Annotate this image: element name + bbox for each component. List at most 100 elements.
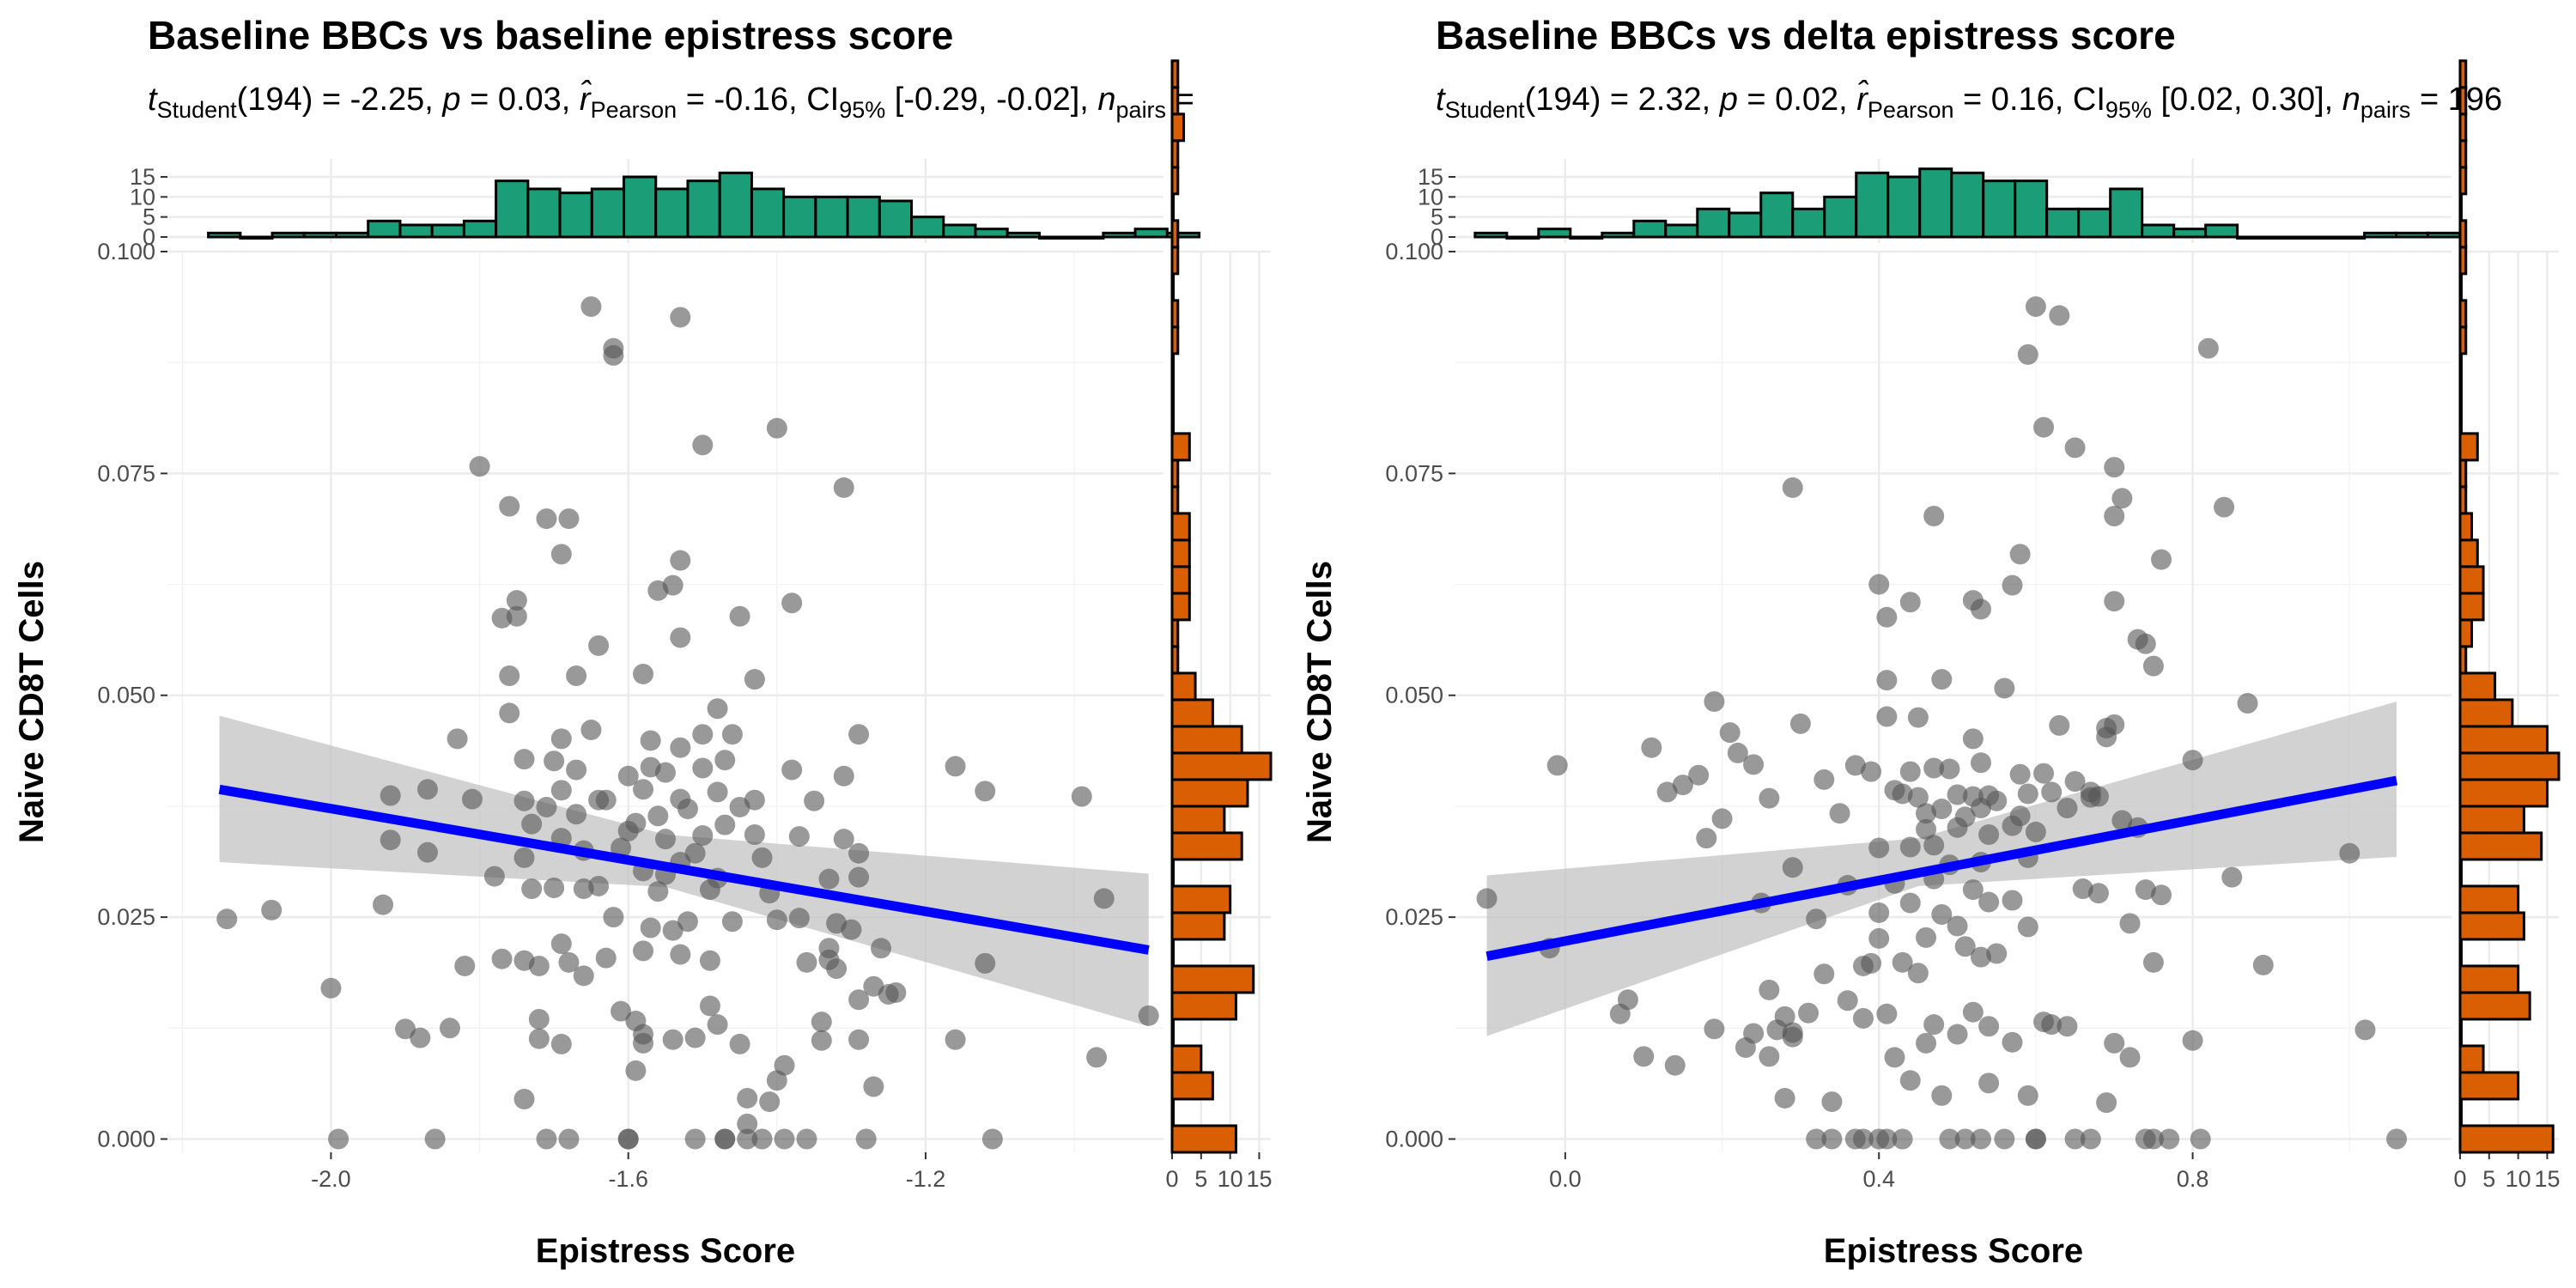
data-point	[528, 1008, 550, 1030]
data-point	[2104, 505, 2125, 526]
stat-r-label: r̂	[580, 79, 592, 118]
chart-subtitle: tStudent(194) = -2.25, p = 0.03, r̂Pears…	[148, 79, 1194, 123]
data-point	[1876, 606, 1898, 628]
data-point	[1759, 1046, 1780, 1067]
data-point	[588, 635, 610, 656]
right-hist-bar	[2458, 884, 2520, 914]
data-point	[1954, 1128, 1976, 1150]
data-point	[550, 1033, 572, 1054]
data-point	[2104, 591, 2125, 612]
data-point	[2237, 693, 2258, 714]
data-point	[1868, 574, 1890, 595]
data-point	[1931, 1084, 1953, 1106]
data-point	[617, 765, 639, 787]
data-point	[945, 756, 966, 777]
data-point	[2119, 913, 2141, 934]
data-point	[1923, 757, 1945, 779]
data-point	[536, 1128, 557, 1150]
data-point	[513, 847, 535, 868]
data-point	[1962, 1001, 1984, 1023]
data-point	[1947, 784, 1968, 805]
right-hist-bar	[2458, 459, 2468, 489]
data-point	[1806, 1128, 1827, 1150]
data-point	[811, 1030, 832, 1051]
top-hist-bar	[878, 199, 914, 239]
right-hist-bar	[2458, 938, 2463, 968]
top-hist-bar	[718, 171, 753, 239]
data-point	[1978, 1072, 2000, 1094]
y-tick-label: 0.050	[97, 683, 155, 708]
data-point	[1978, 891, 2000, 913]
data-point	[670, 307, 691, 328]
top-hist-bar	[2204, 223, 2239, 239]
data-point	[1789, 713, 1811, 734]
data-point	[513, 790, 535, 811]
data-point	[580, 296, 602, 318]
data-point	[848, 866, 870, 888]
data-point	[804, 790, 825, 811]
data-point	[1138, 1005, 1159, 1026]
data-point	[975, 952, 996, 974]
data-point	[1916, 1032, 1937, 1054]
data-point	[1892, 783, 1913, 805]
data-point	[811, 1012, 832, 1033]
data-point	[2025, 1128, 2046, 1150]
data-point	[2142, 655, 2164, 677]
data-point	[655, 762, 676, 783]
data-point	[1892, 1128, 1913, 1150]
stat-n-sub: pairs	[1116, 97, 1167, 123]
data-point	[588, 875, 610, 896]
right-hist-bar	[2458, 1097, 2463, 1127]
regression-line	[218, 784, 1150, 955]
chart-title: Baseline BBCs vs baseline epistress scor…	[148, 13, 953, 58]
data-point	[1782, 857, 1803, 878]
data-point	[1978, 1016, 2000, 1037]
data-point	[499, 495, 520, 517]
top-hist-bar	[398, 223, 434, 239]
main-gridlines	[167, 250, 1163, 1152]
data-point	[1759, 787, 1780, 809]
right-hist-bar	[1170, 219, 1180, 249]
data-point	[848, 1029, 870, 1050]
right-hist-bar	[1170, 725, 1243, 755]
top-hist-bar	[239, 235, 274, 240]
top-hist-bar	[367, 219, 402, 239]
data-point	[1711, 808, 1733, 829]
data-point	[1899, 1070, 1921, 1091]
data-point	[544, 750, 565, 772]
top-hist-tick-label: 10	[130, 184, 155, 210]
stat-p-value: = 0.02,	[1738, 82, 1856, 118]
data-point	[707, 698, 728, 720]
data-point	[1923, 505, 1945, 526]
data-point	[737, 1113, 758, 1134]
data-point	[2049, 714, 2070, 736]
data-point	[1947, 915, 1968, 937]
data-point	[566, 759, 587, 781]
top-hist-bar	[1664, 223, 1699, 239]
data-point	[521, 813, 543, 835]
y-tick-label: 0.075	[97, 460, 155, 486]
data-point	[1916, 818, 1937, 840]
right-hist-bar	[2458, 858, 2463, 888]
data-point	[1814, 963, 1835, 985]
data-point	[2182, 1030, 2203, 1051]
top-hist-bar	[910, 216, 945, 239]
data-point	[788, 908, 810, 929]
stat-t-value: (194) = -2.25,	[237, 82, 443, 118]
data-point	[2151, 549, 2172, 570]
x-tick-label: 0.8	[2177, 1166, 2209, 1192]
right-hist-bar	[1170, 698, 1214, 728]
data-point	[759, 1091, 781, 1113]
right-hist-bar	[1170, 459, 1180, 489]
data-point	[528, 1028, 550, 1049]
data-point	[684, 1128, 706, 1150]
top-hist-bar	[1537, 228, 1572, 239]
chart-panel-2: Baseline BBCs vs delta epistress score tS…	[1301, 13, 2561, 1270]
data-point	[1954, 936, 1976, 957]
data-point	[714, 750, 736, 771]
top-hist-bar	[302, 231, 338, 239]
data-point	[1970, 1128, 1991, 1150]
data-point	[633, 779, 654, 800]
data-point	[2064, 437, 2086, 459]
